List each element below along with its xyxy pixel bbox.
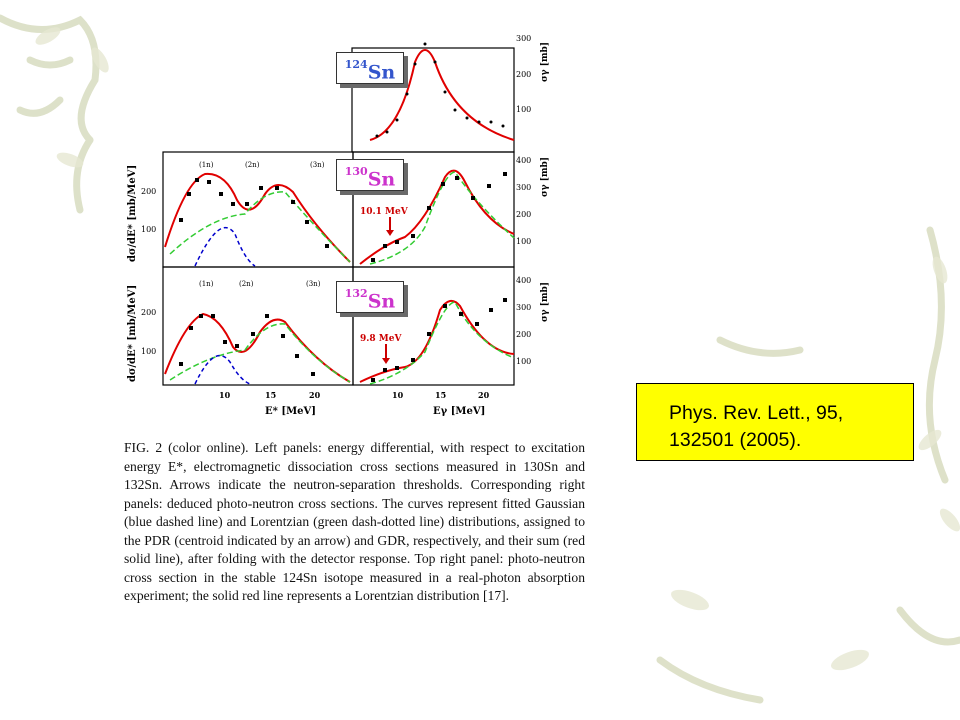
mid-left-panel-frame	[162, 151, 354, 268]
right-xtick-10: 10	[392, 390, 404, 400]
mid-left-gdr-curve	[169, 191, 351, 263]
bot-right-ytick-400: 400	[516, 276, 531, 285]
left-xtick-10: 10	[219, 390, 231, 400]
bot-right-ytick-300: 300	[516, 303, 531, 312]
arrow-label-132: 9.8 MeV	[360, 334, 402, 344]
bot-right-ytick-200: 200	[516, 330, 531, 339]
mid-right-yaxis-title: σγ [mb]	[540, 157, 550, 197]
isotope-label-130sn: 130Sn	[336, 159, 404, 191]
bot-right-gdr-curve	[369, 301, 515, 385]
bot-right-sum-curve	[359, 299, 515, 383]
figure-caption: FIG. 2 (color online). Left panels: ener…	[124, 440, 585, 603]
right-xtick-15: 15	[435, 390, 446, 400]
mid-right-ytick-100: 100	[516, 237, 531, 246]
mid-left-sum-curve	[164, 172, 351, 263]
right-xaxis-title: Eγ [MeV]	[433, 406, 485, 417]
bot-threshold-2n: (2n)	[239, 280, 254, 288]
mid-right-ytick-400: 400	[516, 156, 531, 165]
left-xtick-15: 15	[265, 390, 276, 400]
right-xtick-20: 20	[478, 390, 490, 400]
mid-left-pdr-curve	[194, 227, 256, 267]
physics-figure: (1n) (2n) (3n) (1n) (2n) (3n) 10.1 MeV 9…	[127, 34, 550, 417]
bot-right-pdr-arrowhead	[382, 358, 390, 364]
mid-threshold-1n: (1n)	[199, 161, 214, 169]
mid-right-gdr-curve	[369, 171, 515, 265]
mid-right-pdr-arrowhead	[386, 230, 394, 236]
bot-left-ytick-200: 200	[141, 308, 156, 317]
mid-left-yaxis-title: dσ/dE* [mb/MeV]	[127, 165, 138, 262]
bot-left-ytick-100: 100	[141, 347, 156, 356]
mid-threshold-2n: (2n)	[245, 161, 260, 169]
bot-right-yaxis-title: σγ [mb]	[540, 282, 550, 322]
top-right-lorentzian-curve	[369, 49, 515, 141]
left-xaxis-title: E* [MeV]	[265, 406, 316, 417]
citation-box: Phys. Rev. Lett., 95, 132501 (2005).	[636, 383, 914, 461]
mid-left-ytick-100: 100	[141, 225, 156, 234]
mid-left-ytick-200: 200	[141, 187, 156, 196]
top-right-yaxis-title: σγ [mb]	[540, 42, 550, 82]
mid-right-ytick-300: 300	[516, 183, 531, 192]
bot-left-yaxis-title: dσ/dE* [mb/MeV]	[127, 285, 138, 382]
bot-left-pdr-curve	[194, 354, 251, 385]
paper-figure-excerpt: (1n) (2n) (3n) (1n) (2n) (3n) 10.1 MeV 9…	[115, 22, 588, 720]
bot-right-panel-frame	[352, 266, 515, 386]
arrow-label-130: 10.1 MeV	[360, 207, 409, 217]
left-xtick-20: 20	[309, 390, 321, 400]
isotope-label-132sn: 132Sn	[336, 281, 404, 313]
mid-threshold-3n: (3n)	[310, 161, 325, 169]
top-right-data-points	[375, 42, 505, 138]
mid-left-data-points	[179, 178, 329, 248]
bot-right-data-points	[371, 298, 507, 382]
bot-left-gdr-curve	[169, 323, 351, 383]
top-right-ytick-300: 300	[516, 34, 531, 43]
bot-right-ytick-100: 100	[516, 357, 531, 366]
mid-right-data-points	[371, 172, 507, 262]
top-right-ytick-100: 100	[516, 105, 531, 114]
bot-left-sum-curve	[164, 312, 351, 383]
bot-threshold-3n: (3n)	[306, 280, 321, 288]
top-right-ytick-200: 200	[516, 70, 531, 79]
isotope-label-124sn: 124Sn	[336, 52, 404, 84]
bot-threshold-1n: (1n)	[199, 280, 214, 288]
bot-left-data-points	[179, 314, 315, 376]
mid-right-ytick-200: 200	[516, 210, 531, 219]
citation-text: Phys. Rev. Lett., 95, 132501 (2005).	[669, 402, 844, 451]
mid-right-sum-curve	[359, 169, 515, 265]
